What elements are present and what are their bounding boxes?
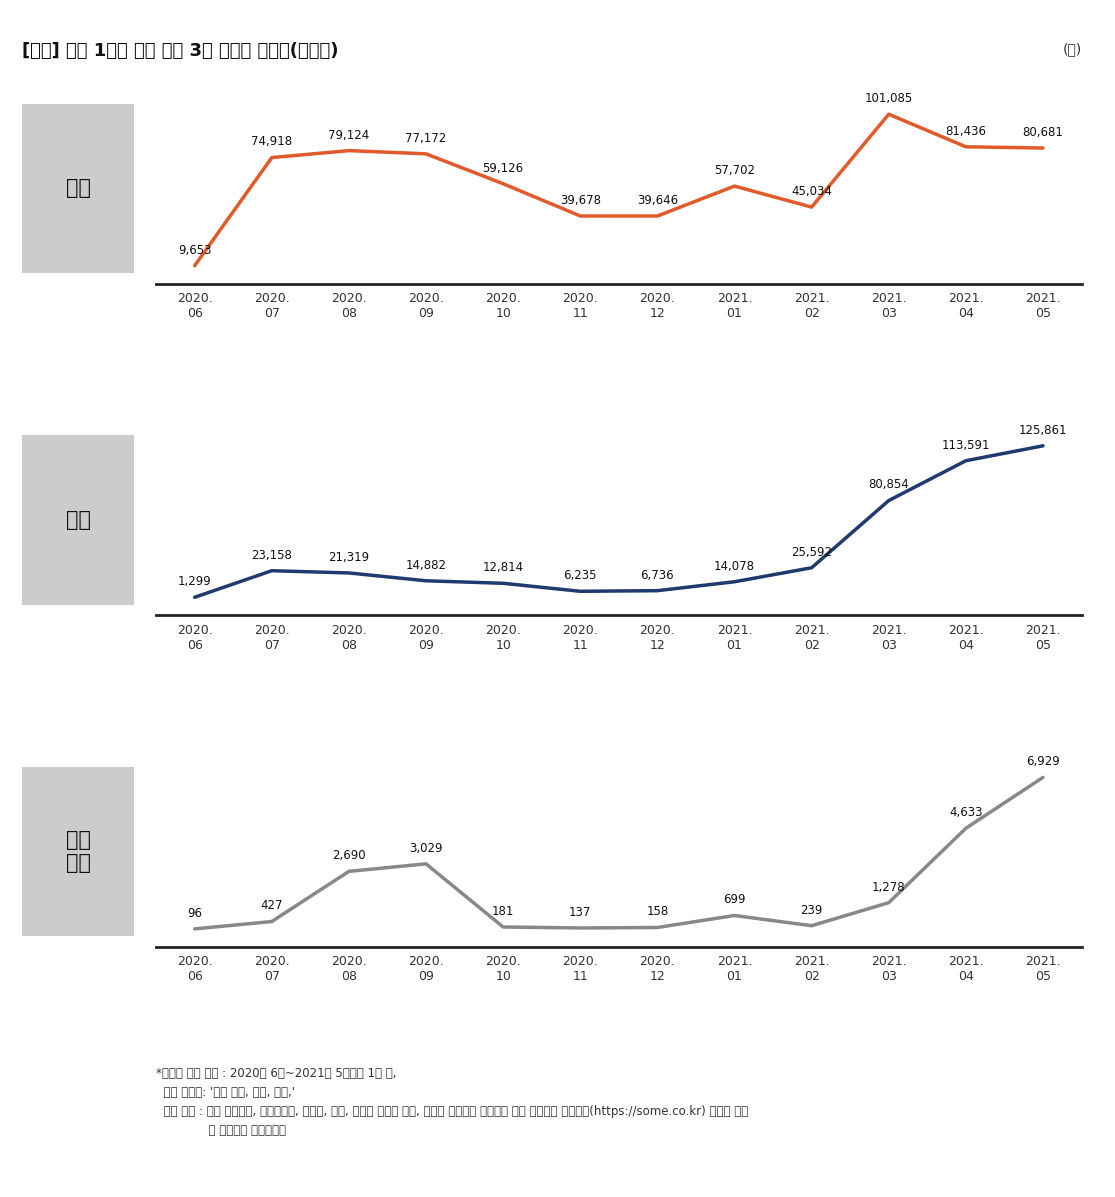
Text: 남혐: 남혐 [66, 510, 90, 530]
Text: 80,854: 80,854 [869, 479, 909, 492]
Text: 77,172: 77,172 [406, 132, 447, 145]
Text: 74,918: 74,918 [251, 135, 292, 148]
Text: 81,436: 81,436 [946, 124, 987, 138]
Text: [그림] 지난 1년간 젠더 관련 3개 키워드 버즈량(언급량): [그림] 지난 1년간 젠더 관련 3개 키워드 버즈량(언급량) [22, 42, 339, 60]
Text: 59,126: 59,126 [483, 162, 524, 175]
Text: 23,158: 23,158 [251, 548, 292, 561]
Text: 1,299: 1,299 [177, 576, 212, 588]
Text: 125,861: 125,861 [1019, 424, 1067, 437]
Text: 96: 96 [187, 907, 202, 919]
Text: 79,124: 79,124 [328, 128, 369, 141]
Text: 699: 699 [724, 893, 746, 906]
Text: 80,681: 80,681 [1022, 126, 1064, 139]
Text: 9,653: 9,653 [178, 244, 212, 256]
Text: 427: 427 [261, 899, 283, 912]
Text: 137: 137 [569, 906, 591, 919]
Text: 6,929: 6,929 [1026, 755, 1060, 768]
Text: 여혐: 여혐 [66, 178, 90, 199]
Text: 1,278: 1,278 [872, 881, 905, 894]
Text: 57,702: 57,702 [714, 164, 755, 177]
Text: 113,591: 113,591 [942, 438, 990, 451]
Text: 101,085: 101,085 [864, 92, 913, 105]
Text: *키워드 분석 기간 : 2020년 6월~2021년 5월까지 1년 간,
  분석 키워드: '젠더 갈등, 여혐, 남혐,'
  분석 대상 : 국내 커: *키워드 분석 기간 : 2020년 6월~2021년 5월까지 1년 간, 분… [156, 1067, 748, 1137]
Text: 239: 239 [801, 904, 823, 917]
Text: 21,319: 21,319 [328, 551, 369, 564]
Text: 3,029: 3,029 [409, 841, 443, 855]
Text: 39,646: 39,646 [637, 194, 678, 207]
Text: 39,678: 39,678 [560, 194, 601, 207]
Text: 12,814: 12,814 [483, 561, 524, 575]
Text: 14,078: 14,078 [714, 560, 755, 572]
Text: 14,882: 14,882 [406, 559, 446, 572]
Text: 6,736: 6,736 [641, 569, 675, 582]
Text: 181: 181 [492, 905, 514, 918]
Text: 6,235: 6,235 [563, 570, 597, 582]
Text: 젠더
갈등: 젠더 갈등 [66, 830, 90, 874]
Text: 2,690: 2,690 [332, 850, 366, 862]
Text: 158: 158 [647, 905, 669, 918]
Text: 4,633: 4,633 [949, 807, 982, 819]
Text: 45,034: 45,034 [792, 186, 832, 198]
Text: (건): (건) [1063, 42, 1082, 56]
Text: 25,592: 25,592 [792, 546, 832, 559]
